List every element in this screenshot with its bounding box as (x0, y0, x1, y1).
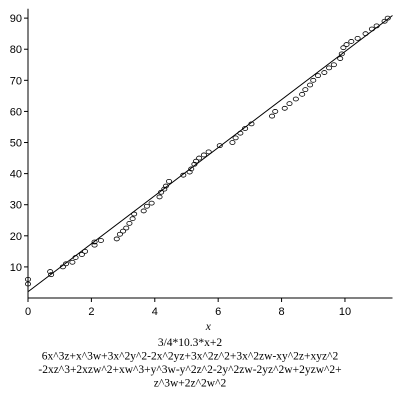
point (216, 143, 223, 149)
point (337, 56, 344, 61)
point (340, 45, 347, 51)
point (191, 161, 198, 167)
point (72, 255, 79, 260)
x-tick-label: 6 (215, 306, 221, 318)
point (229, 140, 236, 145)
point (326, 65, 333, 71)
point (373, 23, 380, 29)
point (91, 239, 98, 245)
point (307, 82, 314, 88)
point (286, 101, 293, 107)
caption-line: z^3w+2z^2w^2 (154, 378, 227, 390)
point (196, 155, 203, 161)
point (330, 62, 337, 68)
point (384, 15, 391, 21)
y-tick-label: 70 (10, 75, 22, 87)
point (129, 216, 136, 222)
point (59, 264, 66, 270)
x-tick-label: 4 (152, 306, 158, 318)
point (166, 178, 173, 184)
point (348, 39, 355, 44)
y-tick-label: 40 (10, 169, 22, 181)
y-tick-label: 80 (10, 44, 22, 56)
x-tick-label: 0 (25, 306, 31, 318)
caption-line: 3/4*10.3*x+2 (158, 337, 223, 349)
point (143, 203, 150, 209)
point (362, 31, 369, 37)
point (91, 242, 98, 248)
point (242, 126, 249, 131)
point (24, 281, 31, 287)
point (200, 152, 207, 158)
point (310, 77, 317, 83)
point (97, 238, 104, 243)
point (299, 91, 306, 97)
point (78, 252, 85, 257)
point (338, 51, 345, 57)
point (315, 73, 322, 79)
y-tick-label: 90 (10, 13, 22, 25)
point (116, 231, 123, 237)
point (292, 96, 299, 102)
point (302, 87, 309, 93)
point (269, 113, 276, 119)
y-tick-label: 20 (10, 231, 22, 243)
point (237, 130, 244, 136)
point (82, 248, 89, 254)
point (188, 166, 195, 172)
point (24, 276, 31, 282)
point (156, 194, 163, 200)
point (272, 109, 279, 114)
point (113, 236, 120, 242)
point (381, 18, 388, 24)
point (180, 172, 187, 178)
point (120, 228, 127, 234)
y-tick-label: 10 (10, 262, 22, 274)
point (281, 105, 288, 111)
point (140, 208, 147, 214)
y-tick-label: 60 (10, 106, 22, 118)
point (205, 149, 212, 155)
point (248, 121, 255, 127)
point (161, 186, 168, 192)
x-tick-label: 2 (88, 306, 94, 318)
point (162, 183, 169, 189)
point (69, 259, 76, 265)
point (321, 70, 328, 75)
point (131, 211, 138, 217)
point (123, 225, 130, 231)
caption-line: 6x^3z+x^3w+3x^2y^2-2x^2yz+3x^2z^2+3x^2zw… (42, 351, 339, 363)
point (186, 169, 193, 175)
point (63, 261, 70, 267)
x-axis-label: x (205, 321, 212, 333)
point (343, 42, 350, 47)
point (148, 200, 155, 206)
point (192, 158, 199, 164)
point (126, 220, 133, 226)
y-tick-label: 30 (10, 200, 22, 212)
x-tick-label: 10 (339, 306, 351, 318)
caption-line: -2xz^3+2xzw^2+xw^3+y^3w-y^2z^2-2y^2zw-2y… (38, 364, 341, 376)
point (354, 35, 361, 41)
point (368, 26, 375, 32)
y-tick-label: 50 (10, 138, 22, 150)
point (48, 272, 55, 278)
point (158, 189, 165, 195)
point (232, 135, 239, 141)
x-tick-label: 8 (279, 306, 285, 318)
point (47, 269, 54, 274)
